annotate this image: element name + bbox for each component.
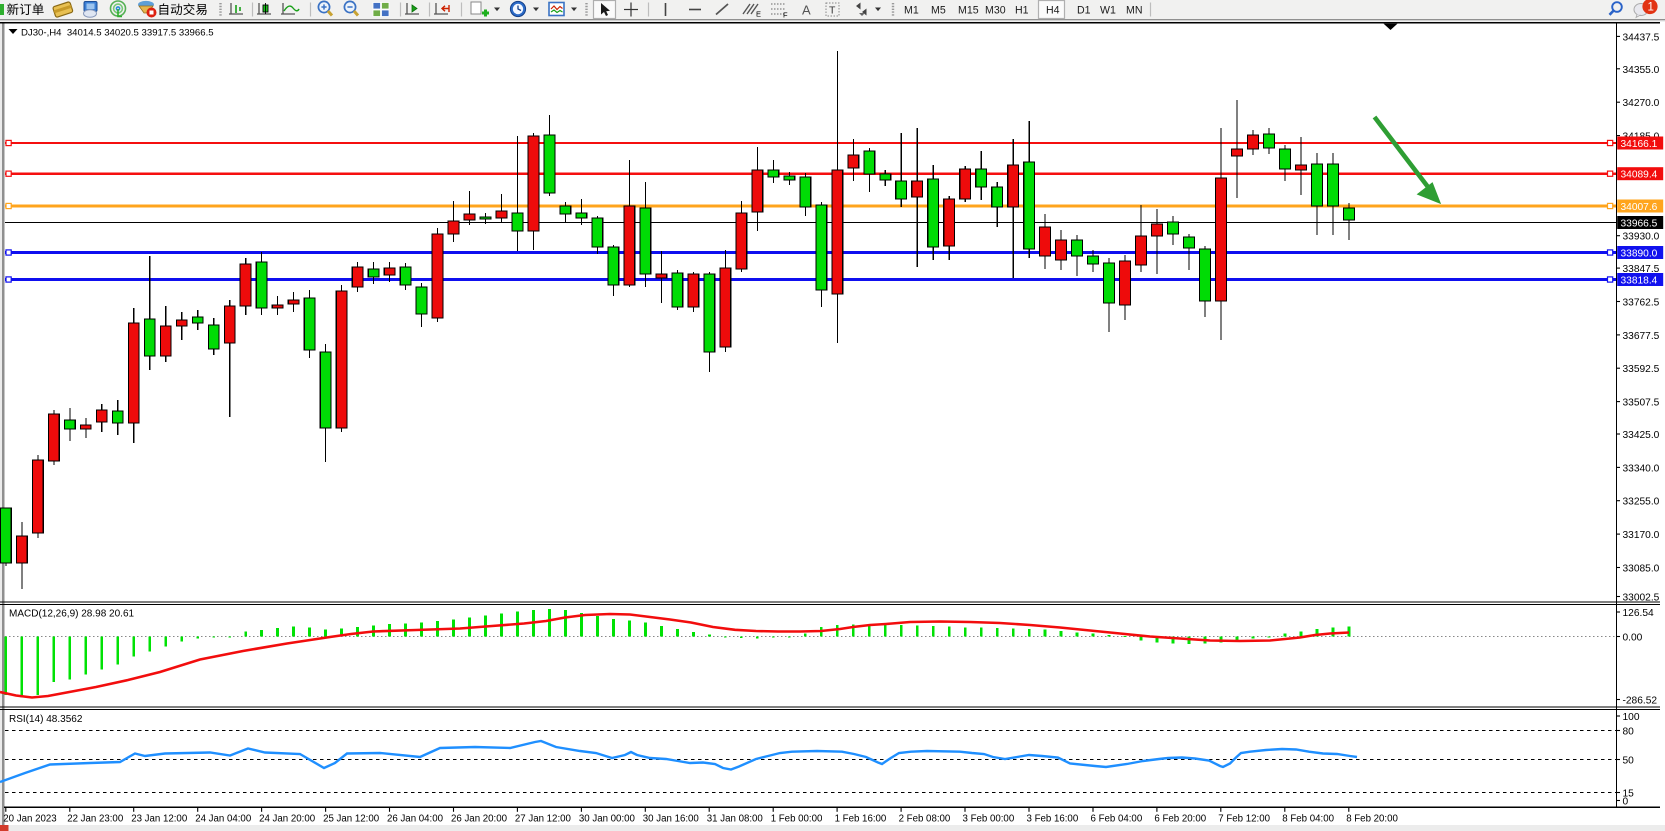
svg-text:8 Feb 04:00: 8 Feb 04:00 bbox=[1282, 814, 1334, 825]
svg-text:2 Feb 08:00: 2 Feb 08:00 bbox=[899, 814, 951, 825]
svg-text:34007.6: 34007.6 bbox=[1621, 202, 1658, 213]
svg-text:1 Feb 16:00: 1 Feb 16:00 bbox=[835, 814, 887, 825]
svg-text:33340.0: 33340.0 bbox=[1623, 463, 1660, 474]
svg-text:34166.1: 34166.1 bbox=[1621, 139, 1658, 150]
svg-text:3 Feb 00:00: 3 Feb 00:00 bbox=[963, 814, 1015, 825]
svg-text:33847.5: 33847.5 bbox=[1623, 264, 1660, 275]
svg-text:33966.5: 33966.5 bbox=[1621, 219, 1658, 230]
svg-text:15: 15 bbox=[1623, 789, 1635, 800]
svg-text:34089.4: 34089.4 bbox=[1621, 170, 1658, 181]
svg-text:30 Jan 16:00: 30 Jan 16:00 bbox=[643, 814, 700, 825]
svg-text:7 Feb 12:00: 7 Feb 12:00 bbox=[1218, 814, 1270, 825]
svg-text:26 Jan 20:00: 26 Jan 20:00 bbox=[451, 814, 508, 825]
svg-text:80: 80 bbox=[1623, 727, 1635, 738]
svg-text:RSI(14) 48.3562: RSI(14) 48.3562 bbox=[9, 714, 83, 725]
svg-text:0: 0 bbox=[1623, 797, 1629, 808]
svg-text:A: A bbox=[802, 3, 811, 18]
svg-text:33762.5: 33762.5 bbox=[1623, 298, 1660, 309]
svg-text:MN: MN bbox=[1126, 4, 1142, 16]
svg-text:27 Jan 12:00: 27 Jan 12:00 bbox=[515, 814, 572, 825]
svg-text:M30: M30 bbox=[985, 4, 1006, 16]
svg-text:33507.5: 33507.5 bbox=[1623, 398, 1660, 409]
svg-text:34437.5: 34437.5 bbox=[1623, 32, 1660, 43]
svg-text:33592.5: 33592.5 bbox=[1623, 364, 1660, 375]
svg-text:26 Jan 04:00: 26 Jan 04:00 bbox=[387, 814, 444, 825]
svg-text:34270.0: 34270.0 bbox=[1623, 98, 1660, 109]
svg-text:6 Feb 04:00: 6 Feb 04:00 bbox=[1091, 814, 1143, 825]
svg-text:33170.0: 33170.0 bbox=[1623, 530, 1660, 541]
svg-text:33425.0: 33425.0 bbox=[1623, 430, 1660, 441]
svg-text:1 Feb 00:00: 1 Feb 00:00 bbox=[771, 814, 823, 825]
svg-text:6 Feb 20:00: 6 Feb 20:00 bbox=[1154, 814, 1206, 825]
svg-text:24 Jan 20:00: 24 Jan 20:00 bbox=[259, 814, 316, 825]
svg-text:M5: M5 bbox=[931, 4, 946, 16]
svg-text:W1: W1 bbox=[1100, 4, 1116, 16]
svg-text:23 Jan 12:00: 23 Jan 12:00 bbox=[131, 814, 188, 825]
svg-text:24 Jan 04:00: 24 Jan 04:00 bbox=[195, 814, 252, 825]
svg-text:33255.0: 33255.0 bbox=[1623, 497, 1660, 508]
svg-text:MACD(12,26,9) 28.98 20.61: MACD(12,26,9) 28.98 20.61 bbox=[9, 609, 135, 620]
svg-text:50: 50 bbox=[1623, 756, 1635, 767]
svg-text:3 Feb 16:00: 3 Feb 16:00 bbox=[1027, 814, 1079, 825]
svg-text:33085.0: 33085.0 bbox=[1623, 564, 1660, 575]
svg-text:F: F bbox=[783, 11, 788, 20]
svg-text:33930.0: 33930.0 bbox=[1623, 232, 1660, 243]
svg-text:H1: H1 bbox=[1015, 4, 1029, 16]
svg-text:33818.4: 33818.4 bbox=[1621, 276, 1658, 287]
svg-text:33002.5: 33002.5 bbox=[1623, 593, 1660, 604]
svg-text:E: E bbox=[756, 10, 761, 19]
svg-text:30 Jan 00:00: 30 Jan 00:00 bbox=[579, 814, 636, 825]
svg-text:M15: M15 bbox=[958, 4, 979, 16]
svg-text:DJ30-,H4 34014.5 34020.5 3391: DJ30-,H4 34014.5 34020.5 33917.5 33966.5 bbox=[21, 28, 214, 39]
svg-text:0.00: 0.00 bbox=[1623, 633, 1643, 644]
svg-text:M1: M1 bbox=[904, 4, 919, 16]
svg-text:33677.5: 33677.5 bbox=[1623, 331, 1660, 342]
svg-text:100: 100 bbox=[1623, 712, 1640, 723]
svg-text:8 Feb 20:00: 8 Feb 20:00 bbox=[1346, 814, 1398, 825]
svg-text:22 Jan 23:00: 22 Jan 23:00 bbox=[67, 814, 124, 825]
svg-text:31 Jan 08:00: 31 Jan 08:00 bbox=[707, 814, 764, 825]
svg-text:H4: H4 bbox=[1046, 4, 1060, 16]
svg-text:-286.52: -286.52 bbox=[1623, 696, 1658, 707]
svg-text:1: 1 bbox=[1648, 2, 1654, 14]
svg-text:34355.0: 34355.0 bbox=[1623, 65, 1660, 76]
svg-text:20 Jan 2023: 20 Jan 2023 bbox=[3, 814, 56, 825]
svg-text:T: T bbox=[829, 5, 836, 17]
svg-text:33890.0: 33890.0 bbox=[1621, 249, 1658, 260]
svg-text:25 Jan 12:00: 25 Jan 12:00 bbox=[323, 814, 380, 825]
svg-text:126.54: 126.54 bbox=[1623, 608, 1654, 619]
svg-text:D1: D1 bbox=[1077, 4, 1091, 16]
